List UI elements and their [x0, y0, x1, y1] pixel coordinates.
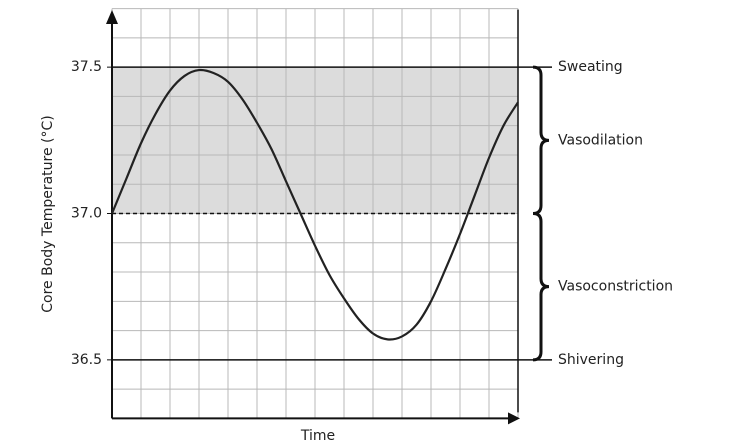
- brace: [532, 212, 550, 362]
- annotation-label: Vasodilation: [558, 132, 643, 148]
- y-axis-label: Core Body Temperature (°C): [40, 115, 56, 312]
- y-tick-label: 37.0: [71, 206, 102, 222]
- annotation-label: Vasoconstriction: [558, 279, 673, 295]
- annotation-label: Shivering: [558, 352, 624, 368]
- y-tick-label: 37.5: [71, 59, 102, 75]
- brace: [532, 65, 550, 215]
- x-axis-label: Time: [300, 428, 335, 444]
- temperature-curve: [110, 68, 519, 341]
- y-axis-arrow: [106, 10, 118, 24]
- annotation-label: Sweating: [558, 59, 623, 75]
- y-tick-label: 36.5: [71, 352, 102, 368]
- x-axis-arrow: [508, 412, 520, 425]
